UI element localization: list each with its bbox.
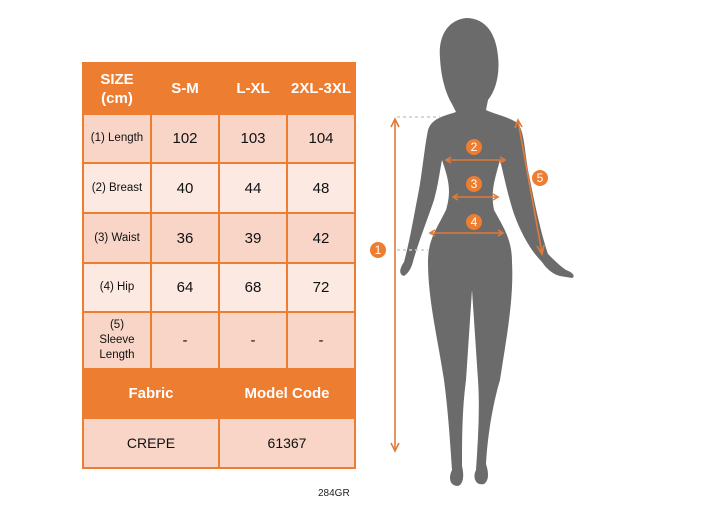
cell: 44	[218, 162, 288, 214]
marker-5: 5	[537, 171, 544, 185]
woman-silhouette	[400, 18, 574, 486]
fabric-value: CREPE	[82, 417, 220, 469]
row-label: (1) Length	[82, 113, 152, 164]
cell: 104	[286, 113, 356, 164]
model-code-value: 61367	[218, 417, 356, 469]
marker-2: 2	[471, 140, 478, 154]
header-size: SIZE (cm)	[82, 62, 152, 115]
header-l-xl: L-XL	[218, 62, 288, 115]
table-row: (3) Waist 36 39 42	[82, 212, 356, 264]
cell: 39	[218, 212, 288, 264]
size-chart-table: SIZE (cm) S-M L-XL 2XL-3XL (1) Length 10…	[82, 62, 356, 469]
table-row: (1) Length 102 103 104	[82, 113, 356, 164]
cell: 40	[150, 162, 220, 214]
row-label: (4) Hip	[82, 262, 152, 313]
cell: 48	[286, 162, 356, 214]
table-row: (5) Sleeve Length - - -	[82, 311, 356, 370]
cell: -	[286, 311, 356, 370]
cell: -	[150, 311, 220, 370]
table-row: (4) Hip 64 68 72	[82, 262, 356, 313]
cell: 103	[218, 113, 288, 164]
model-code-header: Model Code	[218, 368, 356, 419]
row-label: (3) Waist	[82, 212, 152, 264]
cell: 68	[218, 262, 288, 313]
cell: 72	[286, 262, 356, 313]
header-s-m: S-M	[150, 62, 220, 115]
marker-1: 1	[375, 243, 382, 257]
cell: -	[218, 311, 288, 370]
cell: 42	[286, 212, 356, 264]
header-2xl-3xl: 2XL-3XL	[286, 62, 356, 115]
cell: 102	[150, 113, 220, 164]
marker-3: 3	[471, 177, 478, 191]
row-label: (5) Sleeve Length	[82, 311, 152, 370]
cell: 64	[150, 262, 220, 313]
marker-4: 4	[471, 215, 478, 229]
row-label: (2) Breast	[82, 162, 152, 214]
product-code-footer: 284GR	[318, 488, 350, 499]
measurement-markers	[370, 139, 548, 258]
cell: 36	[150, 212, 220, 264]
fabric-header: Fabric	[82, 368, 220, 419]
table-row: (2) Breast 40 44 48	[82, 162, 356, 214]
